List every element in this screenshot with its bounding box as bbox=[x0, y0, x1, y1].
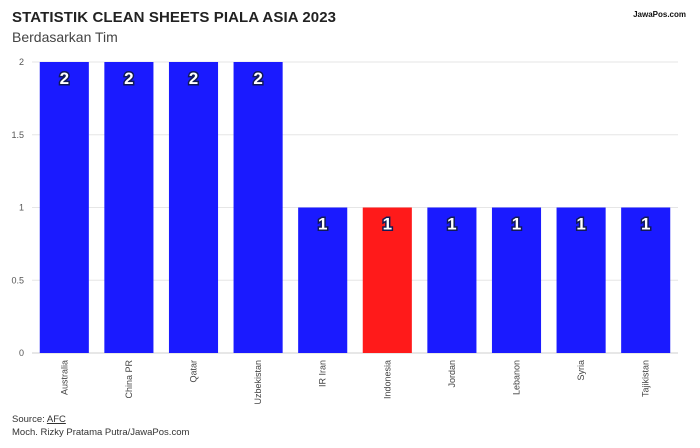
x-tick-label: Uzbekistan bbox=[253, 360, 263, 405]
x-tick-label: Indonesia bbox=[382, 360, 392, 399]
data-label: 2 bbox=[253, 69, 262, 88]
x-tick-label: Qatar bbox=[189, 360, 199, 383]
bar-ir-iran bbox=[298, 207, 348, 353]
source-label: Source: bbox=[12, 414, 47, 425]
bar-indonesia bbox=[362, 207, 412, 353]
source-line: Source: AFC bbox=[12, 413, 189, 426]
data-label: 1 bbox=[447, 215, 456, 234]
source-link[interactable]: AFC bbox=[46, 414, 66, 425]
y-tick-label: 1 bbox=[19, 203, 24, 213]
data-label: 2 bbox=[60, 69, 69, 88]
bar-tajikistan bbox=[621, 207, 671, 353]
y-tick-label: 1.5 bbox=[11, 130, 24, 140]
bar-jordan bbox=[427, 207, 477, 353]
chart-footer: Source: AFC Moch. Rizky Pratama Putra/Ja… bbox=[12, 413, 189, 439]
x-tick-label: Australia bbox=[59, 360, 69, 395]
data-label: 1 bbox=[512, 215, 521, 234]
data-label: 1 bbox=[641, 215, 650, 234]
bar-australia bbox=[39, 62, 89, 353]
bar-uzbekistan bbox=[233, 62, 283, 353]
x-tick-label: Tajikistan bbox=[641, 360, 651, 397]
bar-qatar bbox=[168, 62, 219, 353]
x-tick-label: Lebanon bbox=[512, 360, 522, 395]
data-label: 2 bbox=[189, 69, 198, 88]
credit-line: Moch. Rizky Pratama Putra/JawaPos.com bbox=[12, 427, 190, 438]
data-label: 1 bbox=[576, 215, 585, 234]
bar-china-pr bbox=[104, 62, 154, 353]
x-tick-label: Syria bbox=[576, 360, 586, 381]
data-label: 1 bbox=[383, 215, 392, 234]
bar-syria bbox=[556, 207, 606, 353]
jawapos-logo: JawaPos.com bbox=[633, 10, 686, 19]
y-tick-label: 0.5 bbox=[11, 275, 24, 285]
bar-lebanon bbox=[491, 207, 542, 353]
chart-subtitle: Berdasarkan Tim bbox=[12, 29, 118, 45]
data-label: 1 bbox=[318, 215, 327, 234]
y-tick-label: 2 bbox=[19, 57, 24, 67]
y-tick-label: 0 bbox=[19, 348, 24, 358]
x-tick-label: China PR bbox=[124, 360, 134, 399]
chart-title: STATISTIK CLEAN SHEETS PIALA ASIA 2023 bbox=[12, 9, 337, 26]
x-tick-label: IR Iran bbox=[318, 360, 328, 387]
data-label: 2 bbox=[124, 69, 133, 88]
x-tick-label: Jordan bbox=[447, 360, 457, 388]
